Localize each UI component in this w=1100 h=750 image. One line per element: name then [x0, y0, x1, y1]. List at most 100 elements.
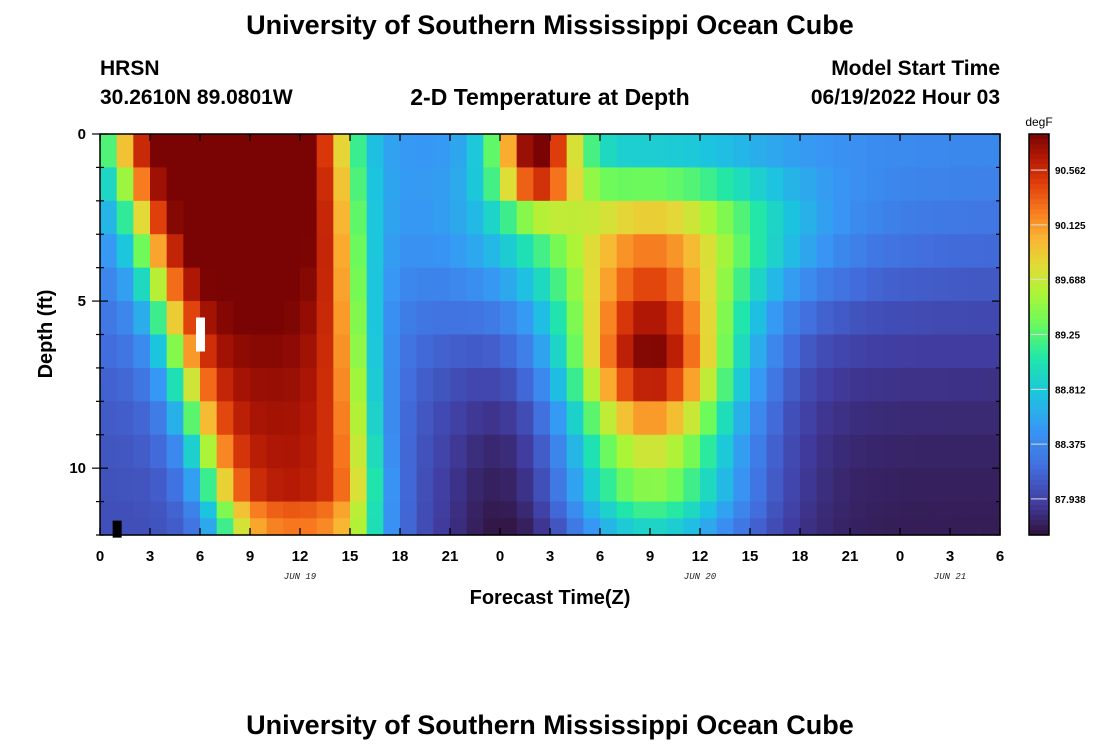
heat-cell — [166, 518, 184, 536]
heat-cell — [250, 200, 268, 235]
heat-cell — [966, 200, 984, 235]
heat-cell — [916, 301, 934, 336]
heat-cell — [750, 501, 768, 519]
heat-cell — [983, 200, 1001, 235]
heat-cell — [483, 401, 501, 436]
heat-cell — [450, 334, 468, 369]
heat-cell — [116, 401, 134, 436]
colorbar-tick-label: 88.812 — [1055, 385, 1086, 396]
heat-cell — [383, 434, 401, 469]
heat-cell — [333, 167, 351, 202]
missing-cell — [112, 520, 122, 538]
colorbar-segment — [1029, 259, 1049, 265]
heat-cell — [550, 518, 568, 536]
heat-cell — [183, 200, 201, 235]
x-tick-label: 9 — [646, 548, 654, 565]
heat-cell — [616, 167, 634, 202]
heat-cell — [416, 200, 434, 235]
missing-cell — [196, 317, 205, 352]
heat-cell — [300, 267, 318, 302]
heat-cell — [450, 401, 468, 436]
heat-cell — [300, 167, 318, 202]
heat-cell — [100, 234, 118, 269]
heat-cell — [616, 518, 634, 536]
heat-cell — [716, 468, 734, 503]
colorbar-segment — [1029, 389, 1049, 396]
heat-cell — [366, 301, 384, 336]
colorbar-segment — [1029, 174, 1049, 180]
heat-cell — [666, 518, 684, 536]
heat-cell — [433, 267, 451, 302]
heat-cell — [766, 518, 784, 536]
heat-cell — [733, 134, 751, 169]
heat-cell — [700, 367, 718, 402]
heat-cell — [783, 334, 801, 369]
colorbar-segment — [1029, 404, 1049, 411]
heat-cell — [650, 518, 668, 536]
heat-cell — [883, 401, 901, 436]
heat-cell — [816, 134, 834, 169]
heat-cell — [633, 367, 651, 402]
heat-cell — [800, 501, 818, 519]
heat-cell — [716, 401, 734, 436]
heat-cell — [533, 434, 551, 469]
x-tick-label: 0 — [896, 548, 904, 565]
heat-cell — [416, 468, 434, 503]
colorbar-segment — [1029, 524, 1049, 531]
heat-cell — [250, 234, 268, 269]
heat-cell — [450, 134, 468, 169]
heat-cell — [550, 134, 568, 169]
heat-cell — [416, 518, 434, 536]
heat-cell — [716, 501, 734, 519]
heat-cell — [283, 301, 301, 336]
heat-cell — [783, 367, 801, 402]
x-tick-label: 3 — [546, 548, 554, 565]
heat-cell — [350, 167, 368, 202]
heat-cell — [700, 518, 718, 536]
heat-cell — [350, 434, 368, 469]
colorbar-segment — [1029, 429, 1049, 436]
heat-cell — [150, 401, 168, 436]
heat-cell — [783, 134, 801, 169]
heat-cell — [916, 468, 934, 503]
heat-cell — [700, 468, 718, 503]
heat-cell — [550, 200, 568, 235]
heat-cell — [783, 501, 801, 519]
heat-cell — [733, 234, 751, 269]
heat-cell — [516, 234, 534, 269]
heat-cell — [866, 434, 884, 469]
heat-cell — [233, 234, 251, 269]
heat-cell — [183, 434, 201, 469]
heat-cell — [766, 134, 784, 169]
heat-cell — [966, 234, 984, 269]
heat-cell — [216, 167, 234, 202]
heat-cell — [216, 234, 234, 269]
colorbar-segment — [1029, 154, 1049, 160]
heat-cell — [516, 468, 534, 503]
heat-cell — [950, 501, 968, 519]
heat-cell — [366, 134, 384, 169]
heat-cell — [650, 134, 668, 169]
heat-cell — [483, 234, 501, 269]
temperature-depth-chart: 0 3 6 9 12 15 18 21 0 3 6 9 12 15 18 21 0 3 6 JUN 19 JUN 20 J… — [35, 115, 1086, 609]
heat-cell — [566, 167, 584, 202]
heat-cell — [400, 468, 418, 503]
heat-cell — [700, 334, 718, 369]
heat-cell — [266, 167, 284, 202]
heat-cell — [200, 401, 218, 436]
heat-cell — [633, 518, 651, 536]
heat-cell — [250, 301, 268, 336]
heat-cell — [200, 367, 218, 402]
colorbar-segment — [1029, 434, 1049, 441]
colorbar-segment — [1029, 469, 1049, 476]
heat-cell — [900, 167, 918, 202]
heat-cell — [733, 334, 751, 369]
x-tick-label: 15 — [742, 548, 759, 565]
heat-cell — [750, 401, 768, 436]
heat-cell — [716, 200, 734, 235]
heat-cell — [816, 334, 834, 369]
heat-cell — [150, 200, 168, 235]
heat-cell — [833, 367, 851, 402]
colorbar-tick-label: 89.25 — [1055, 331, 1080, 342]
heat-cell — [266, 367, 284, 402]
